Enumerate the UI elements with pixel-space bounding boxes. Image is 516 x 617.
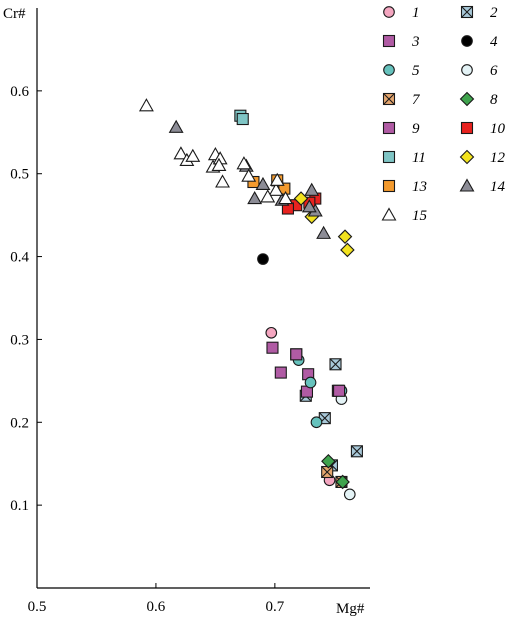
legend-marker-5 (383, 64, 395, 76)
y-axis-title: Cr# (3, 6, 26, 22)
x-tick-label: 0.5 (28, 599, 47, 615)
legend-label-5: 5 (412, 63, 420, 79)
legend-label-10: 10 (490, 121, 506, 137)
legend-label-2: 2 (490, 5, 498, 21)
legend-label-4: 4 (490, 34, 498, 50)
data-point-series-15 (138, 98, 154, 112)
legend-label-1: 1 (412, 5, 420, 21)
data-point-series-15 (268, 182, 284, 196)
legend-label-15: 15 (412, 208, 428, 224)
legend-label-7: 7 (412, 92, 421, 108)
data-point-series-2 (350, 445, 363, 458)
data-point-series-3 (274, 366, 287, 379)
x-tick-label: 0.6 (147, 599, 166, 615)
legend-marker-2 (460, 5, 474, 19)
data-point-series-8 (335, 474, 350, 490)
data-point-series-3 (266, 341, 279, 354)
data-point-series-15 (185, 148, 201, 162)
legend-marker-9 (382, 121, 396, 135)
ticks: 0.5 0.6 0.7 0.1 0.2 0.3 0.4 0.5 0.6 (10, 84, 284, 615)
data-point-series-6 (343, 488, 356, 501)
data-point-series-15 (211, 157, 227, 171)
legend-marker-13 (382, 179, 396, 193)
data-point-series-15 (173, 146, 189, 160)
legend-label-11: 11 (412, 150, 426, 166)
legend-marker-15 (381, 207, 397, 221)
x-axis-title: Mg# (336, 601, 365, 617)
legend-marker-14 (459, 178, 475, 192)
data-point-series-5 (304, 376, 317, 389)
data-point-series-9 (333, 384, 346, 397)
data-point-series-12 (337, 229, 353, 244)
data-point-series-11 (236, 112, 249, 126)
y-tick-label: 0.4 (10, 250, 29, 266)
data-point-series-15 (236, 156, 252, 170)
data-point-series-12 (340, 242, 355, 258)
data-point-series-4 (257, 253, 269, 265)
data-point-series-14 (316, 225, 332, 239)
data-point-series-5 (310, 416, 323, 429)
y-tick-label: 0.3 (10, 332, 29, 348)
legend-marker-7 (382, 92, 396, 106)
legend-label-3: 3 (411, 34, 420, 50)
data-point-series-9 (290, 348, 303, 361)
data-point-series-15 (260, 189, 276, 203)
data-point-series-14 (247, 190, 263, 205)
y-tick-label: 0.1 (10, 498, 29, 514)
legend-label-9: 9 (412, 121, 420, 137)
data-point-series-15 (215, 174, 230, 188)
data-point-series-12 (293, 191, 309, 206)
y-tick-label: 0.6 (10, 84, 29, 100)
data-point-series-15 (269, 172, 285, 186)
data-point-series-14 (301, 199, 317, 213)
data-point-series-14 (304, 182, 320, 196)
data-point-series-7 (321, 465, 334, 479)
data-points (138, 98, 363, 501)
data-point-series-14 (255, 176, 271, 191)
legend-marker-6 (461, 64, 473, 76)
legend-label-8: 8 (490, 92, 498, 108)
legend-label-6: 6 (490, 63, 498, 79)
data-point-series-15 (278, 190, 294, 205)
x-tick-label: 0.7 (265, 599, 284, 615)
legend-marker-4 (461, 35, 473, 47)
y-tick-label: 0.5 (10, 167, 29, 183)
legend-label-13: 13 (412, 179, 427, 195)
legend-marker-3 (382, 34, 396, 48)
data-point-series-8 (321, 453, 336, 469)
data-point-series-13 (247, 175, 260, 189)
data-point-series-15 (241, 168, 257, 182)
data-point-series-1 (265, 326, 278, 339)
legend-marker-1 (383, 6, 395, 18)
legend-marker-11 (382, 150, 396, 164)
legend-marker-10 (460, 121, 474, 135)
legend-marker-12 (459, 149, 475, 165)
legend-marker-8 (459, 91, 475, 107)
legend-label-12: 12 (490, 150, 506, 166)
y-tick-label: 0.2 (10, 415, 29, 431)
data-point-series-2 (329, 358, 342, 371)
axes: Cr# Mg# (3, 6, 370, 617)
legend-label-14: 14 (490, 179, 506, 195)
data-point-series-14 (168, 119, 184, 133)
